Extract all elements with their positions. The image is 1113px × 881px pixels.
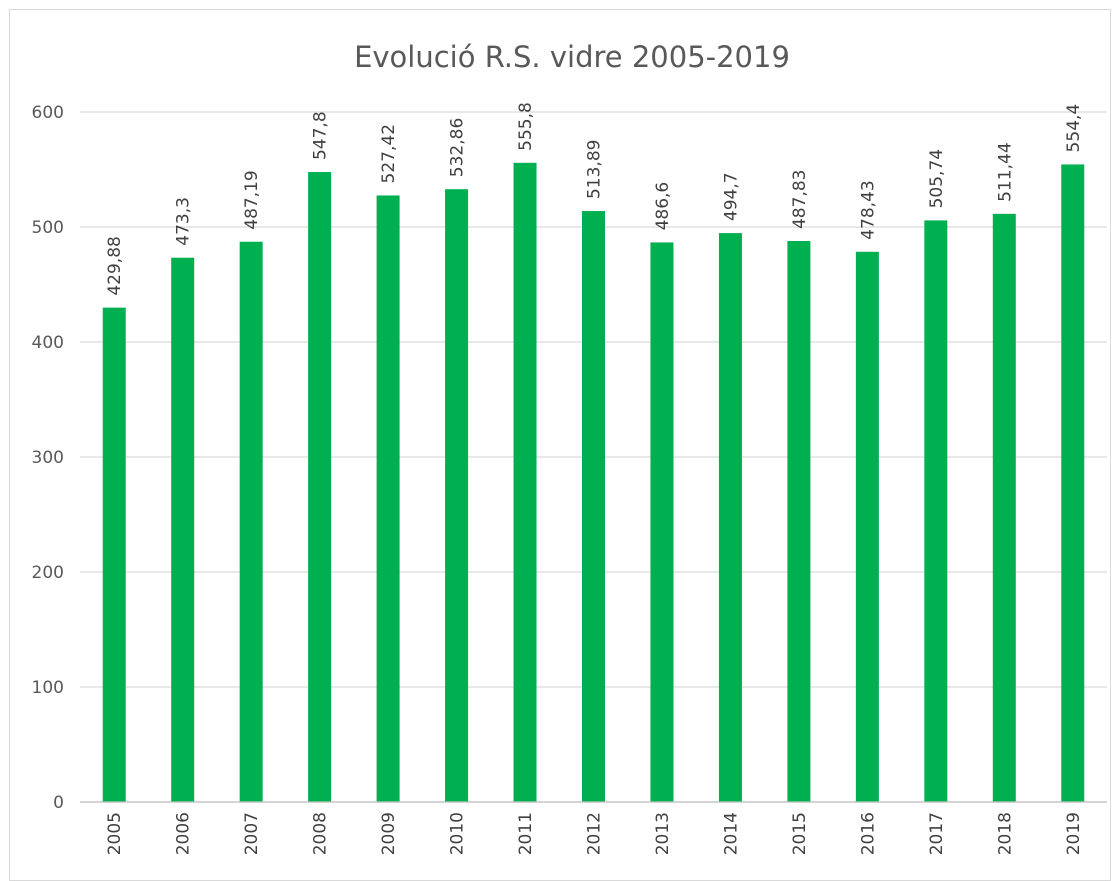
data-label: 547,8 (311, 111, 331, 160)
data-label: 487,83 (790, 170, 810, 229)
bar (718, 233, 742, 803)
bar (376, 195, 400, 803)
data-label: 486,6 (653, 182, 673, 231)
data-label: 532,86 (448, 118, 468, 177)
data-label: 555,8 (516, 102, 536, 151)
x-tick-label: 2013 (653, 812, 673, 855)
x-tick-label: 2015 (790, 812, 810, 855)
x-tick-label: 2011 (516, 812, 536, 855)
x-tick-label: 2005 (105, 812, 125, 855)
bar (308, 172, 332, 802)
data-label: 505,74 (927, 149, 947, 208)
data-label: 473,3 (174, 197, 194, 246)
y-tick-label: 100 (32, 678, 64, 698)
y-tick-label: 200 (32, 563, 64, 583)
bar (992, 213, 1016, 802)
y-axis: 0 100 200 300 400 500 600 (32, 103, 64, 813)
x-tick-label: 2010 (448, 812, 468, 855)
bar (855, 251, 879, 803)
bar (171, 257, 195, 803)
y-tick-label: 600 (32, 103, 64, 123)
x-tick-label: 2012 (585, 812, 605, 855)
y-tick-label: 500 (32, 218, 64, 238)
data-label: 494,7 (721, 172, 741, 221)
data-label: 513,89 (585, 140, 605, 199)
bar (102, 307, 126, 802)
bars (102, 162, 1085, 803)
x-tick-label: 2009 (379, 812, 399, 855)
bar (650, 242, 674, 802)
x-tick-label: 2016 (858, 812, 878, 855)
bar (582, 211, 605, 803)
x-tick-label: 2008 (311, 812, 331, 855)
y-tick-label: 400 (32, 333, 64, 353)
y-tick-label: 0 (53, 793, 64, 813)
data-labels: 429,88 473,3 487,19 547,8 527,42 532,86 555,8 5… (105, 102, 1084, 295)
x-tick-label: 2006 (174, 812, 194, 855)
bar (445, 189, 469, 802)
data-label: 511,44 (995, 142, 1015, 201)
bar (787, 240, 811, 803)
x-tick-label: 2018 (995, 812, 1015, 855)
x-axis: 2005 2006 2007 2008 2009 2010 2011 2012 2013 2014… (80, 801, 1107, 855)
x-tick-label: 2007 (242, 812, 262, 855)
data-label: 554,4 (1064, 104, 1084, 153)
bar (924, 220, 948, 803)
bar (513, 162, 537, 802)
data-label: 487,19 (242, 170, 262, 229)
data-label: 527,42 (379, 124, 399, 183)
chart-title: Evolució R.S. vidre 2005-2019 (354, 40, 790, 74)
x-tick-label: 2014 (721, 812, 741, 855)
data-label: 429,88 (105, 236, 125, 295)
y-tick-label: 300 (32, 448, 64, 468)
bar (1061, 164, 1085, 802)
x-tick-label: 2019 (1064, 812, 1084, 855)
data-label: 478,43 (858, 180, 878, 239)
x-tick-label: 2017 (927, 812, 947, 855)
bar (239, 241, 263, 802)
